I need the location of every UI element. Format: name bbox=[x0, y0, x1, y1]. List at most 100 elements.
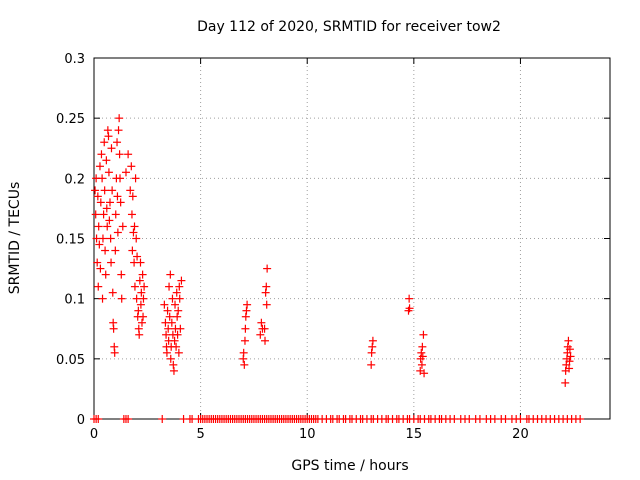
y-axis-label: SRMTID / TECUs bbox=[7, 182, 23, 295]
data-point bbox=[94, 415, 103, 423]
data-point bbox=[165, 312, 174, 321]
data-point bbox=[126, 186, 135, 195]
data-point bbox=[172, 288, 181, 297]
data-point bbox=[132, 294, 141, 303]
data-point bbox=[169, 366, 178, 375]
x-tick-label: 5 bbox=[196, 427, 204, 442]
data-point bbox=[101, 246, 110, 255]
data-point bbox=[176, 324, 185, 333]
data-point bbox=[118, 222, 127, 231]
data-point bbox=[109, 324, 118, 333]
data-point bbox=[96, 198, 105, 207]
data-point bbox=[105, 216, 114, 225]
data-point bbox=[115, 114, 124, 123]
y-tick-label: 0.3 bbox=[64, 52, 85, 67]
data-point bbox=[115, 150, 124, 159]
y-tick-label: 0.15 bbox=[56, 233, 85, 248]
data-point bbox=[137, 318, 146, 327]
data-point bbox=[261, 288, 270, 297]
data-point bbox=[117, 294, 126, 303]
x-tick-label: 0 bbox=[90, 427, 98, 442]
data-point bbox=[93, 258, 102, 267]
y-tick-label: 0.05 bbox=[56, 353, 85, 368]
data-point bbox=[367, 348, 376, 357]
data-point bbox=[104, 132, 113, 141]
data-point bbox=[565, 364, 574, 373]
data-point bbox=[93, 192, 102, 201]
data-point bbox=[165, 282, 174, 291]
data-point bbox=[566, 352, 575, 361]
data-point bbox=[116, 174, 125, 183]
data-point bbox=[167, 318, 176, 327]
data-point bbox=[102, 156, 111, 165]
data-point bbox=[170, 336, 179, 345]
y-tick-label: 0.2 bbox=[64, 172, 85, 187]
data-point bbox=[101, 270, 110, 279]
data-point bbox=[163, 306, 172, 315]
data-point bbox=[158, 415, 167, 423]
data-point bbox=[133, 252, 142, 261]
data-point bbox=[130, 282, 139, 291]
data-point bbox=[98, 234, 107, 243]
data-point bbox=[419, 330, 428, 339]
data-point bbox=[576, 415, 585, 423]
data-point bbox=[113, 228, 122, 237]
data-point bbox=[103, 222, 112, 231]
data-point bbox=[162, 330, 171, 339]
data-point bbox=[175, 282, 184, 291]
data-point bbox=[94, 222, 103, 231]
data-point bbox=[241, 324, 250, 333]
data-point bbox=[171, 300, 180, 309]
data-point bbox=[97, 150, 106, 159]
data-point bbox=[99, 210, 108, 219]
data-point bbox=[565, 345, 574, 354]
data-point bbox=[420, 369, 429, 378]
data-point bbox=[138, 270, 147, 279]
data-point bbox=[174, 348, 183, 357]
data-point bbox=[240, 360, 249, 369]
data-point bbox=[96, 264, 105, 273]
data-point bbox=[128, 246, 137, 255]
data-point bbox=[111, 210, 120, 219]
data-point bbox=[418, 352, 427, 361]
data-point bbox=[129, 228, 138, 237]
data-point bbox=[113, 192, 122, 201]
x-tick-label: 10 bbox=[299, 427, 316, 442]
data-point bbox=[243, 300, 252, 309]
data-point bbox=[98, 174, 107, 183]
data-point bbox=[113, 138, 122, 147]
data-point bbox=[564, 336, 573, 345]
data-point bbox=[417, 348, 426, 357]
data-point bbox=[135, 276, 144, 285]
data-point bbox=[405, 294, 414, 303]
data-point bbox=[117, 270, 126, 279]
data-point bbox=[100, 138, 109, 147]
data-point bbox=[105, 198, 114, 207]
data-point bbox=[124, 415, 133, 423]
data-point bbox=[98, 294, 107, 303]
data-point bbox=[174, 306, 183, 315]
data-point bbox=[139, 312, 148, 321]
y-tick-label: 0.25 bbox=[56, 112, 85, 127]
data-point bbox=[91, 186, 100, 195]
data-point bbox=[140, 282, 149, 291]
data-point bbox=[164, 324, 173, 333]
data-point bbox=[239, 348, 248, 357]
data-point bbox=[103, 126, 112, 135]
data-point bbox=[95, 162, 104, 171]
data-point bbox=[132, 234, 141, 243]
data-point bbox=[160, 300, 169, 309]
data-point bbox=[107, 258, 116, 267]
data-point bbox=[111, 246, 120, 255]
data-point bbox=[136, 300, 145, 309]
data-point bbox=[110, 348, 119, 357]
data-point bbox=[136, 258, 145, 267]
data-point bbox=[107, 144, 116, 153]
data-point bbox=[260, 324, 269, 333]
data-point bbox=[168, 294, 177, 303]
data-point bbox=[261, 336, 270, 345]
data-point bbox=[368, 336, 377, 345]
data-point bbox=[137, 288, 146, 297]
data-point bbox=[95, 240, 104, 249]
data-point bbox=[104, 168, 113, 177]
